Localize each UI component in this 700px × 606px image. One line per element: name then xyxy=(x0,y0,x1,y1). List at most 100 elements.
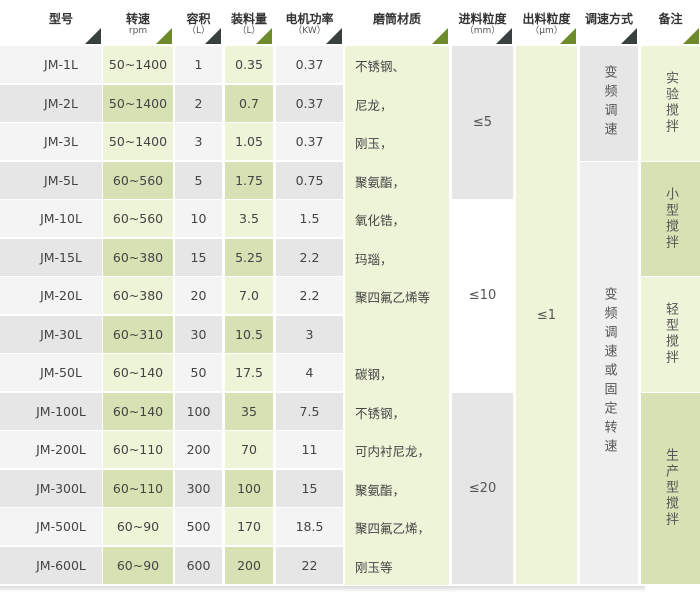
notes-group: 轻型搅拌 xyxy=(641,277,700,392)
cell-power: 11 xyxy=(276,431,343,468)
header-unit: （mm） xyxy=(464,26,501,36)
cell-model: JM-15L xyxy=(0,238,102,276)
header-title: 电机功率 xyxy=(285,12,334,26)
cell-power: 22 xyxy=(276,546,343,584)
corner-triangle-icon xyxy=(85,28,101,44)
cell-volume: 10 xyxy=(175,200,222,237)
notes-text: 小型搅拌 xyxy=(663,186,678,251)
cell-model: JM-200L xyxy=(0,431,102,468)
cell-volume: 15 xyxy=(175,238,222,276)
cell-load: 1.05 xyxy=(225,123,273,160)
notes-group: 小型搅拌 xyxy=(641,161,700,276)
cell-rpm: 60~140 xyxy=(103,392,173,430)
corner-triangle-icon xyxy=(432,28,448,44)
header-model: 型号 xyxy=(20,0,102,44)
material-text: 聚四氟乙烯， xyxy=(355,521,431,536)
cell-rpm: 60~380 xyxy=(103,238,173,276)
cell-volume: 300 xyxy=(175,469,222,507)
cell-power: 18.5 xyxy=(276,508,343,545)
material-text: 可内衬尼龙， xyxy=(355,444,431,459)
corner-triangle-icon xyxy=(156,28,172,44)
cell-model: JM-100L xyxy=(0,392,102,430)
cell-power: 0.75 xyxy=(276,161,343,199)
cell-rpm: 60~560 xyxy=(103,161,173,199)
speed-group: 变频调速 xyxy=(580,46,638,161)
material-text: 聚四氟乙烯等 xyxy=(355,290,431,305)
cell-volume: 2 xyxy=(175,84,222,122)
cell-volume: 200 xyxy=(175,431,222,468)
header-unit: （μm） xyxy=(530,26,563,36)
material-text: 尼龙， xyxy=(355,97,393,113)
material-text: 氧化锆， xyxy=(355,213,406,228)
header-output-size: 出料粒度 （μm） xyxy=(516,0,577,44)
material-column xyxy=(345,46,449,585)
cell-load: 1.75 xyxy=(225,161,273,199)
header-unit: （KW） xyxy=(293,26,326,36)
header-rpm: 转速 rpm xyxy=(103,0,173,44)
cell-power: 4 xyxy=(276,354,343,391)
cell-volume: 500 xyxy=(175,508,222,545)
cell-rpm: 60~560 xyxy=(103,200,173,237)
cell-volume: 100 xyxy=(175,392,222,430)
feed-group: ≤5 xyxy=(452,46,513,199)
cell-rpm: 60~90 xyxy=(103,546,173,584)
cell-model: JM-20L xyxy=(0,277,102,314)
header-speed-mode: 调速方式 xyxy=(580,0,638,44)
corner-triangle-icon xyxy=(496,28,512,44)
cell-load: 7.0 xyxy=(225,277,273,314)
material-text: 不锈钢， xyxy=(355,405,406,421)
cell-power: 1.5 xyxy=(276,200,343,237)
cell-load: 3.5 xyxy=(225,200,273,237)
material-text: 不锈钢、 xyxy=(355,59,406,74)
cell-model: JM-1L xyxy=(0,46,102,83)
feed-group: ≤20 xyxy=(452,392,513,584)
cell-power: 0.37 xyxy=(276,123,343,160)
header-load: 装料量 （L） xyxy=(225,0,273,44)
material-text: 刚玉等 xyxy=(355,559,393,575)
cell-model: JM-30L xyxy=(0,315,102,353)
cell-rpm: 60~90 xyxy=(103,508,173,545)
output-text: ≤1 xyxy=(536,307,557,323)
corner-triangle-icon xyxy=(560,28,576,44)
header-title: 装料量 xyxy=(230,12,267,26)
notes-text: 实验搅拌 xyxy=(663,71,678,136)
cell-power: 3 xyxy=(276,315,343,353)
feed-text: ≤5 xyxy=(472,115,493,130)
cell-power: 0.37 xyxy=(276,46,343,83)
feed-text: ≤10 xyxy=(468,288,497,304)
material-text: 刚玉， xyxy=(355,136,393,151)
notes-text: 轻型搅拌 xyxy=(663,302,678,367)
cell-load: 200 xyxy=(225,546,273,584)
cell-load: 10.5 xyxy=(225,315,273,353)
header-feed-size: 进料粒度 （mm） xyxy=(452,0,513,44)
material-text: 碳钢， xyxy=(355,367,393,382)
cell-volume: 1 xyxy=(175,46,222,83)
header-title: 磨筒材质 xyxy=(372,12,421,26)
cell-rpm: 50~1400 xyxy=(103,46,173,83)
header-note: 备注 xyxy=(641,0,700,44)
cell-rpm: 60~110 xyxy=(103,469,173,507)
cell-rpm: 60~310 xyxy=(103,315,173,353)
cell-model: JM-2L xyxy=(0,84,102,122)
header-power: 电机功率 （KW） xyxy=(276,0,343,44)
cell-power: 15 xyxy=(276,469,343,507)
cell-volume: 20 xyxy=(175,277,222,314)
speed-group: 变频调速或固定转速 xyxy=(580,161,638,584)
header-title: 容积 xyxy=(186,12,211,26)
material-text: 聚氨酯， xyxy=(355,174,406,190)
cell-load: 170 xyxy=(225,508,273,545)
corner-triangle-icon xyxy=(205,28,221,44)
header-title: 转速 xyxy=(125,12,150,26)
corner-triangle-icon xyxy=(683,28,699,44)
cell-rpm: 60~140 xyxy=(103,354,173,391)
cell-volume: 600 xyxy=(175,546,222,584)
cell-rpm: 50~1400 xyxy=(103,123,173,160)
corner-triangle-icon xyxy=(326,28,342,44)
cell-model: JM-5L xyxy=(0,161,102,199)
cell-model: JM-10L xyxy=(0,200,102,237)
table-shadow xyxy=(0,586,645,592)
cell-model: JM-3L xyxy=(0,123,102,160)
notes-group: 实验搅拌 xyxy=(641,46,700,161)
cell-volume: 50 xyxy=(175,354,222,391)
